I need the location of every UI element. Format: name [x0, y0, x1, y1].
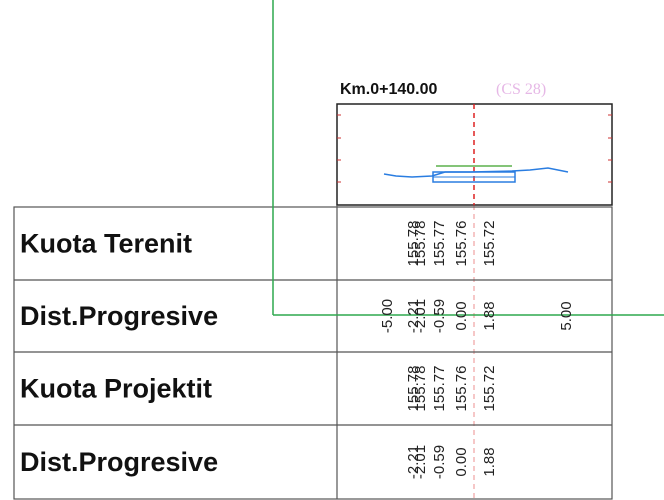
- row-value: 1.88: [481, 447, 498, 476]
- row-value: 155.77: [431, 366, 448, 412]
- table-grid: [13, 205, 613, 500]
- row-label: Kuota Projektit: [20, 374, 212, 404]
- row-value: 155.78: [412, 366, 429, 412]
- row-value: 5.00: [558, 301, 575, 330]
- row-value: -2.21: [405, 299, 422, 333]
- row-value: -0.59: [431, 299, 448, 333]
- row-value: 155.78: [405, 221, 422, 267]
- row-value: 155.78: [412, 221, 429, 267]
- row-value: 0.00: [453, 301, 470, 330]
- row-value: 1.88: [481, 301, 498, 330]
- row-value: 155.77: [431, 221, 448, 267]
- plot-ticks: [337, 114, 612, 183]
- row-value: -2.21: [405, 445, 422, 479]
- row-value: 0.00: [453, 447, 470, 476]
- station-title: Km.0+140.00: [340, 81, 438, 98]
- row-value: -2.01: [412, 445, 429, 479]
- row-value: 155.72: [481, 221, 498, 267]
- row-value: 155.76: [453, 366, 470, 412]
- section-label: (CS 28): [496, 81, 546, 98]
- row-label: Kuota Terenit: [20, 229, 192, 259]
- row-value: 155.78: [405, 366, 422, 412]
- row-value: -2.01: [412, 299, 429, 333]
- row-value: -5.00: [379, 299, 396, 333]
- row-label: Dist.Progresive: [20, 447, 218, 477]
- row-value: -0.59: [431, 445, 448, 479]
- row-value: 155.76: [453, 221, 470, 267]
- row-label: Dist.Progresive: [20, 301, 218, 331]
- row-value: 155.72: [481, 366, 498, 412]
